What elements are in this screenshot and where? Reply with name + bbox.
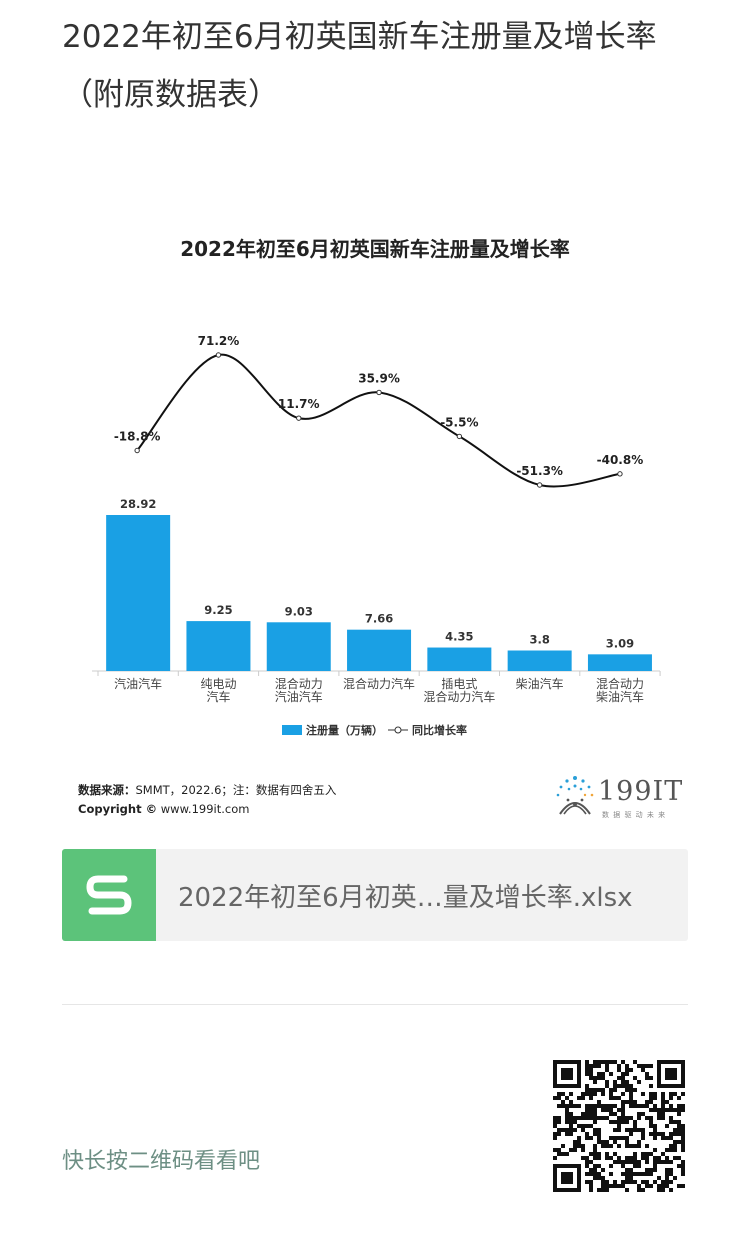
bar <box>266 622 331 671</box>
growth-rate-point <box>456 433 463 440</box>
x-tick-label: 混合动力汽车 <box>343 676 415 691</box>
brand-tagline: 数 据 驱 动 未 来 <box>602 811 667 819</box>
bar <box>507 650 572 671</box>
brand-logo: 199IT 数 据 驱 动 未 来 <box>552 774 682 822</box>
source-label: 数据来源： <box>78 783 136 797</box>
legend-bar-label: 注册量（万辆） <box>306 723 383 737</box>
x-tick-label: 混合动力汽车 <box>423 689 495 704</box>
bar-value-label: 28.92 <box>120 497 156 511</box>
growth-rate-label: -40.8% <box>597 453 644 467</box>
brand-name: 199IT <box>598 776 684 807</box>
x-tick-label: 柴油汽车 <box>516 676 564 691</box>
chart-image[interactable]: 2022年初至6月初英国新车注册量及增长率 28.92 汽油汽车 9.25 纯电动 汽车 9… <box>62 212 688 828</box>
x-tick-label: 插电式 <box>441 677 477 691</box>
x-tick-label: 混合动力 <box>596 676 644 691</box>
brand-dots-icon <box>556 776 594 815</box>
qr-hint-text: 快长按二维码看看吧 <box>62 1149 261 1174</box>
x-tick-label: 汽油汽车 <box>114 676 162 691</box>
bar <box>347 629 412 671</box>
legend-line-marker <box>394 726 402 734</box>
qr-code[interactable] <box>553 1060 685 1192</box>
bar <box>106 515 171 671</box>
bar-value-label: 3.09 <box>606 636 634 650</box>
growth-rate-label: -5.5% <box>440 415 478 429</box>
growth-rate-point <box>536 482 543 488</box>
growth-rate-point <box>617 471 623 477</box>
legend-line-label: 同比增长率 <box>412 723 467 737</box>
growth-rate-label: -18.8% <box>114 430 161 444</box>
article-title: 2022年初至6月初英国新车注册量及增长率（附原数据表） <box>62 19 657 113</box>
copyright-text: www.199it.com <box>157 802 250 816</box>
growth-rate-label: 71.2% <box>198 334 240 348</box>
bar <box>587 654 652 671</box>
bar-value-label: 7.66 <box>365 612 393 626</box>
attachment-file-name[interactable]: 2022年初至6月初英…量及增长率.xlsx <box>178 883 633 913</box>
data-source: 数据来源：SMMT，2022.6；注：数据有四舍五入 <box>78 782 336 798</box>
x-tick-label: 纯电动 <box>200 677 236 691</box>
growth-rate-label: 35.9% <box>358 371 400 385</box>
bar-value-label: 4.35 <box>445 630 473 644</box>
bar <box>427 647 492 671</box>
bar-value-label: 9.03 <box>285 604 313 618</box>
spreadsheet-s-icon <box>62 849 156 941</box>
source-text: SMMT，2022.6；注：数据有四舍五入 <box>135 783 337 797</box>
bar-value-label: 3.8 <box>529 633 549 647</box>
x-tick-label: 柴油汽车 <box>596 689 644 704</box>
growth-rate-point <box>215 352 222 358</box>
x-tick-label: 混合动力 <box>275 676 323 691</box>
growth-rate-label: -51.3% <box>516 464 563 478</box>
legend-bar-swatch <box>282 725 302 735</box>
growth-rate-point <box>134 447 140 454</box>
attachment-card[interactable]: 2022年初至6月初英…量及增长率.xlsx <box>62 849 688 941</box>
x-tick-label: 汽油汽车 <box>275 689 323 704</box>
x-tick-label: 汽车 <box>206 689 230 704</box>
bar <box>186 621 251 671</box>
growth-rate-label: 11.7% <box>278 397 320 411</box>
growth-rate-point <box>376 389 382 396</box>
growth-rate-point <box>296 415 302 421</box>
divider <box>62 1004 688 1005</box>
copyright-label: Copyright © <box>78 802 158 816</box>
bar-value-label: 9.25 <box>204 603 232 617</box>
qr-modules <box>553 1060 685 1192</box>
chart-title: 2022年初至6月初英国新车注册量及增长率 <box>180 237 570 261</box>
copyright: Copyright © www.199it.com <box>78 802 249 816</box>
